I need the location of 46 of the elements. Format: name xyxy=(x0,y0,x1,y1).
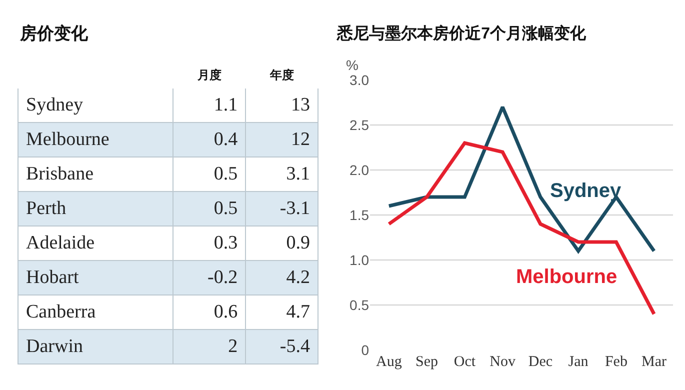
series-label: 月度 xyxy=(196,68,222,82)
data-label: 0.5 xyxy=(214,198,238,219)
data-label: -5.4 xyxy=(280,336,310,357)
x-tick-label: Oct xyxy=(454,354,476,370)
category-label: Darwin xyxy=(26,336,84,357)
data-label: 2 xyxy=(228,336,238,357)
data-label: 0.4 xyxy=(214,128,238,150)
category-label: Perth xyxy=(26,198,67,219)
x-tick-label: Jan xyxy=(568,354,589,370)
chart-title: 悉尼与墨尔本房价近7个月涨幅变化 xyxy=(336,24,587,42)
y-tick-label: 0 xyxy=(361,342,370,358)
text: 房价变化 xyxy=(18,24,89,44)
y-tick-label: 2.0 xyxy=(350,162,370,178)
y-tick-label: 3.0 xyxy=(350,72,370,88)
data-label: -3.1 xyxy=(280,198,310,219)
series-label: Melbourne xyxy=(516,266,618,288)
data-label: 1.1 xyxy=(214,94,238,116)
y-tick-label: 0.5 xyxy=(350,296,370,313)
category-label: Adelaide xyxy=(26,232,95,254)
x-tick-label: Mar xyxy=(642,354,667,370)
data-label: 0.5 xyxy=(214,163,238,184)
data-label: 12 xyxy=(291,128,310,150)
data-label: 0.6 xyxy=(214,301,238,322)
data-label: 4.7 xyxy=(286,301,310,322)
x-tick-label: Sep xyxy=(416,354,438,370)
x-tick-label: Dec xyxy=(528,354,553,370)
x-tick-label: Nov xyxy=(490,354,516,370)
data-label: 0.3 xyxy=(214,232,238,254)
data-label: -0.2 xyxy=(208,266,238,288)
series-label: Sydney xyxy=(550,180,622,202)
category-label: Canberra xyxy=(26,301,96,322)
x-tick-label: Feb xyxy=(604,354,628,370)
category-label: Hobart xyxy=(26,266,80,288)
data-label: 13 xyxy=(291,94,310,116)
category-label: Sydney xyxy=(26,94,84,116)
series-label: 年度 xyxy=(268,68,294,82)
y-tick-label: 1.0 xyxy=(350,252,370,268)
category-label: Brisbane xyxy=(26,163,94,184)
data-label: 0.9 xyxy=(286,232,310,254)
data-label: 4.2 xyxy=(286,266,310,288)
data-label: 3.1 xyxy=(286,163,310,184)
category-label: Melbourne xyxy=(26,128,110,150)
x-tick-label: Aug xyxy=(376,354,402,370)
y-axis-title: % xyxy=(346,57,358,73)
y-tick-label: 2.5 xyxy=(350,116,370,133)
y-tick-label: 1.5 xyxy=(350,206,370,223)
